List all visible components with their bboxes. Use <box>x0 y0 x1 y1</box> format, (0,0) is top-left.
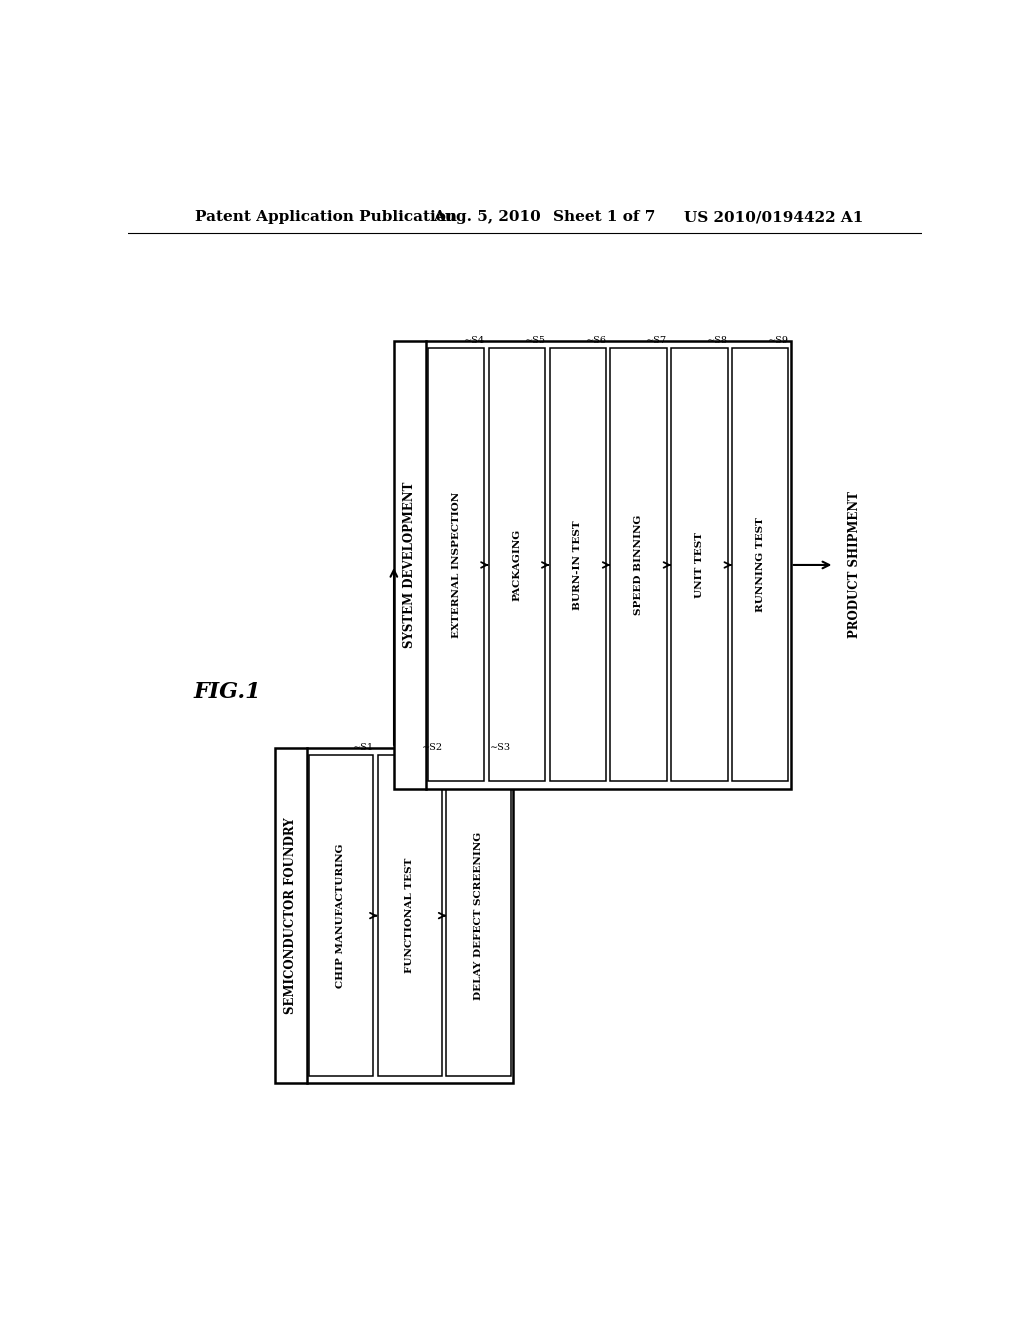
Bar <box>378 755 442 1076</box>
Bar <box>488 348 545 781</box>
Text: FUNCTIONAL TEST: FUNCTIONAL TEST <box>406 858 415 973</box>
Text: Sheet 1 of 7: Sheet 1 of 7 <box>553 210 655 224</box>
Text: US 2010/0194422 A1: US 2010/0194422 A1 <box>684 210 863 224</box>
Text: ∼S8: ∼S8 <box>708 337 728 346</box>
Text: ∼S3: ∼S3 <box>490 743 511 752</box>
Text: Aug. 5, 2010: Aug. 5, 2010 <box>433 210 542 224</box>
Text: ∼S5: ∼S5 <box>525 337 546 346</box>
Text: ∼S9: ∼S9 <box>768 337 790 346</box>
Bar <box>610 348 667 781</box>
Bar <box>671 348 728 781</box>
Text: RUNNING TEST: RUNNING TEST <box>756 517 765 612</box>
Text: EXTERNAL INSPECTION: EXTERNAL INSPECTION <box>452 492 461 638</box>
Text: ∼S6: ∼S6 <box>586 337 606 346</box>
Text: SPEED BINNING: SPEED BINNING <box>634 515 643 615</box>
Text: ∼S7: ∼S7 <box>646 337 668 346</box>
Text: CHIP MANUFACTURING: CHIP MANUFACTURING <box>337 843 345 987</box>
Bar <box>732 348 788 781</box>
Text: PACKAGING: PACKAGING <box>512 529 521 601</box>
Text: ∼S1: ∼S1 <box>353 743 374 752</box>
Text: Patent Application Publication: Patent Application Publication <box>196 210 458 224</box>
Text: SEMICONDUCTOR FOUNDRY: SEMICONDUCTOR FOUNDRY <box>285 817 297 1014</box>
Text: SYSTEM DEVELOPMENT: SYSTEM DEVELOPMENT <box>403 482 416 648</box>
Text: ∼S4: ∼S4 <box>464 337 485 346</box>
Text: FIG.1: FIG.1 <box>194 681 261 704</box>
Text: PRODUCT SHIPMENT: PRODUCT SHIPMENT <box>848 491 860 639</box>
Bar <box>550 348 606 781</box>
Bar <box>274 748 513 1084</box>
Text: UNIT TEST: UNIT TEST <box>695 532 703 598</box>
Text: BURN-IN TEST: BURN-IN TEST <box>573 520 583 610</box>
Text: ∼S2: ∼S2 <box>422 743 442 752</box>
Bar <box>394 342 791 788</box>
Bar <box>446 755 511 1076</box>
Text: DELAY DEFECT SCREENING: DELAY DEFECT SCREENING <box>474 832 483 999</box>
Bar <box>428 348 484 781</box>
Bar <box>309 755 373 1076</box>
